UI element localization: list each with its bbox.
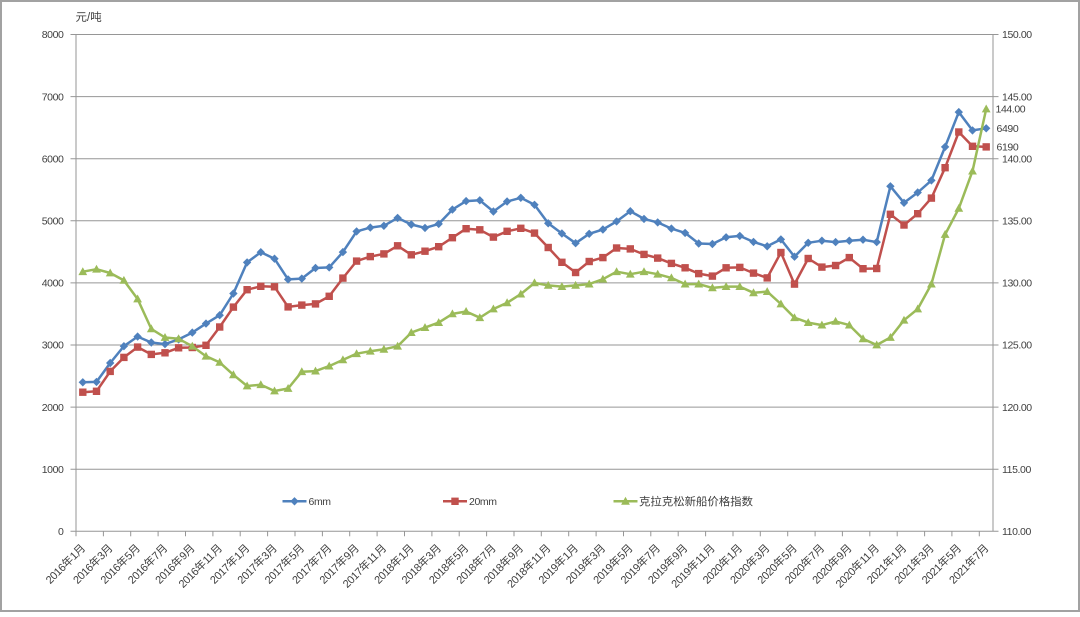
svg-text:3000: 3000 [42, 340, 64, 352]
svg-text:110.00: 110.00 [1002, 526, 1031, 538]
svg-text:140.00: 140.00 [1002, 153, 1032, 165]
svg-text:130.00: 130.00 [1002, 278, 1032, 290]
svg-text:115.00: 115.00 [1002, 464, 1031, 476]
svg-text:125.00: 125.00 [1002, 340, 1032, 352]
svg-text:0: 0 [58, 526, 64, 538]
svg-text:1000: 1000 [42, 464, 64, 476]
svg-text:/: / [87, 12, 91, 24]
svg-text:7000: 7000 [42, 91, 64, 103]
svg-text:144.00: 144.00 [996, 104, 1026, 116]
svg-text:6000: 6000 [42, 153, 64, 165]
svg-text:4000: 4000 [42, 278, 64, 290]
svg-text:5000: 5000 [42, 216, 64, 228]
svg-text:6190: 6190 [997, 142, 1019, 154]
svg-text:145.00: 145.00 [1002, 91, 1032, 103]
svg-text:20mm: 20mm [469, 496, 497, 508]
svg-text:150.00: 150.00 [1002, 29, 1032, 41]
svg-text:6mm: 6mm [309, 496, 332, 508]
svg-text:120.00: 120.00 [1002, 402, 1032, 414]
svg-text:8000: 8000 [42, 29, 64, 41]
svg-text:6490: 6490 [997, 123, 1019, 135]
svg-text:135.00: 135.00 [1002, 216, 1032, 228]
svg-text:2000: 2000 [42, 402, 64, 414]
